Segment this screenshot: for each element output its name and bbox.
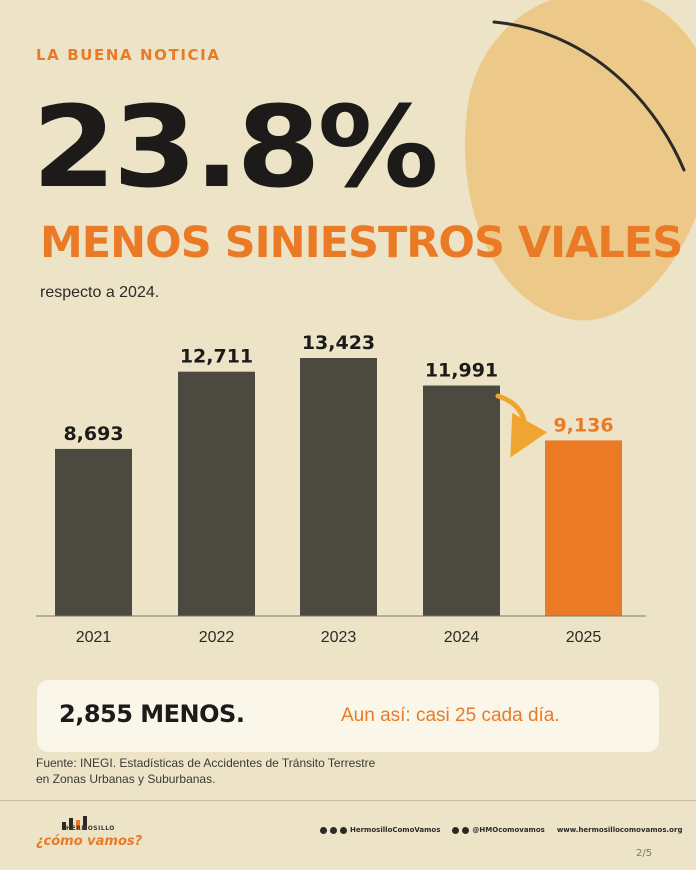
logo-city: HERMOSILLO <box>66 825 115 832</box>
page-number: 2/5 <box>636 848 653 859</box>
tiktok-icon[interactable] <box>462 826 470 834</box>
logo-bars-icon <box>62 816 87 830</box>
youtube-icon[interactable] <box>340 826 347 834</box>
eyebrow-label: LA BUENA NOTICIA <box>36 46 221 64</box>
source-note: Fuente: INEGI. Estadísticas de Accidente… <box>36 755 396 787</box>
change-arrow <box>495 393 548 458</box>
callout-difference: 2,855 MENOS. <box>59 700 245 728</box>
value-label-2022: 12,711 <box>180 346 253 368</box>
x-tick-2024: 2024 <box>444 629 480 646</box>
bar-2022 <box>178 371 255 616</box>
decorative-arc <box>492 20 686 172</box>
value-label-2024: 11,991 <box>425 360 498 382</box>
value-label-2023: 13,423 <box>302 332 375 354</box>
bar-2021 <box>55 448 132 616</box>
summary-callout: 2,855 MENOS. Aun así: casi 25 cada día. <box>37 680 659 752</box>
social-links: HermosilloComoVamos @HMOcomovamos www.he… <box>320 826 682 834</box>
source-line-1: Fuente: INEGI. Estadísticas de Accidente… <box>36 756 376 770</box>
footer-divider <box>0 800 696 801</box>
bar-2025 <box>545 440 622 616</box>
source-line-2: en Zonas Urbanas y Suburbanas. <box>36 772 216 786</box>
x-tick-2022: 2022 <box>199 629 235 646</box>
instagram-icon[interactable] <box>330 826 337 834</box>
headline-percentage: 23.8% <box>32 83 439 213</box>
headline-text: MENOS SINIESTROS VIALES <box>40 218 683 268</box>
facebook-icon[interactable] <box>320 826 327 834</box>
social-handle-short[interactable]: @HMOcomovamos <box>472 826 545 834</box>
callout-note: Aun así: casi 25 cada día. <box>341 705 560 726</box>
social-handle-main[interactable]: HermosilloComoVamos <box>350 826 441 834</box>
brand-logo: HERMOSILLO ¿cómo vamos? <box>36 816 142 856</box>
website-link[interactable]: www.hermosillocomovamos.org <box>556 826 683 834</box>
bar-2023 <box>300 358 377 616</box>
x-tick-2023: 2023 <box>321 629 357 646</box>
bar-chart: 8,693 2021 12,711 2022 13,423 2023 11,991 2024 9… <box>36 332 646 646</box>
x-tick-2025: 2025 <box>566 629 602 646</box>
value-label-2021: 8,693 <box>63 423 123 445</box>
bar-2024 <box>423 385 500 616</box>
x-tick-2021: 2021 <box>76 629 112 646</box>
x-icon[interactable] <box>452 826 460 834</box>
subheadline: respecto a 2024. <box>40 284 160 301</box>
logo-name: ¿cómo vamos? <box>36 834 143 849</box>
value-label-2025: 9,136 <box>553 414 613 436</box>
